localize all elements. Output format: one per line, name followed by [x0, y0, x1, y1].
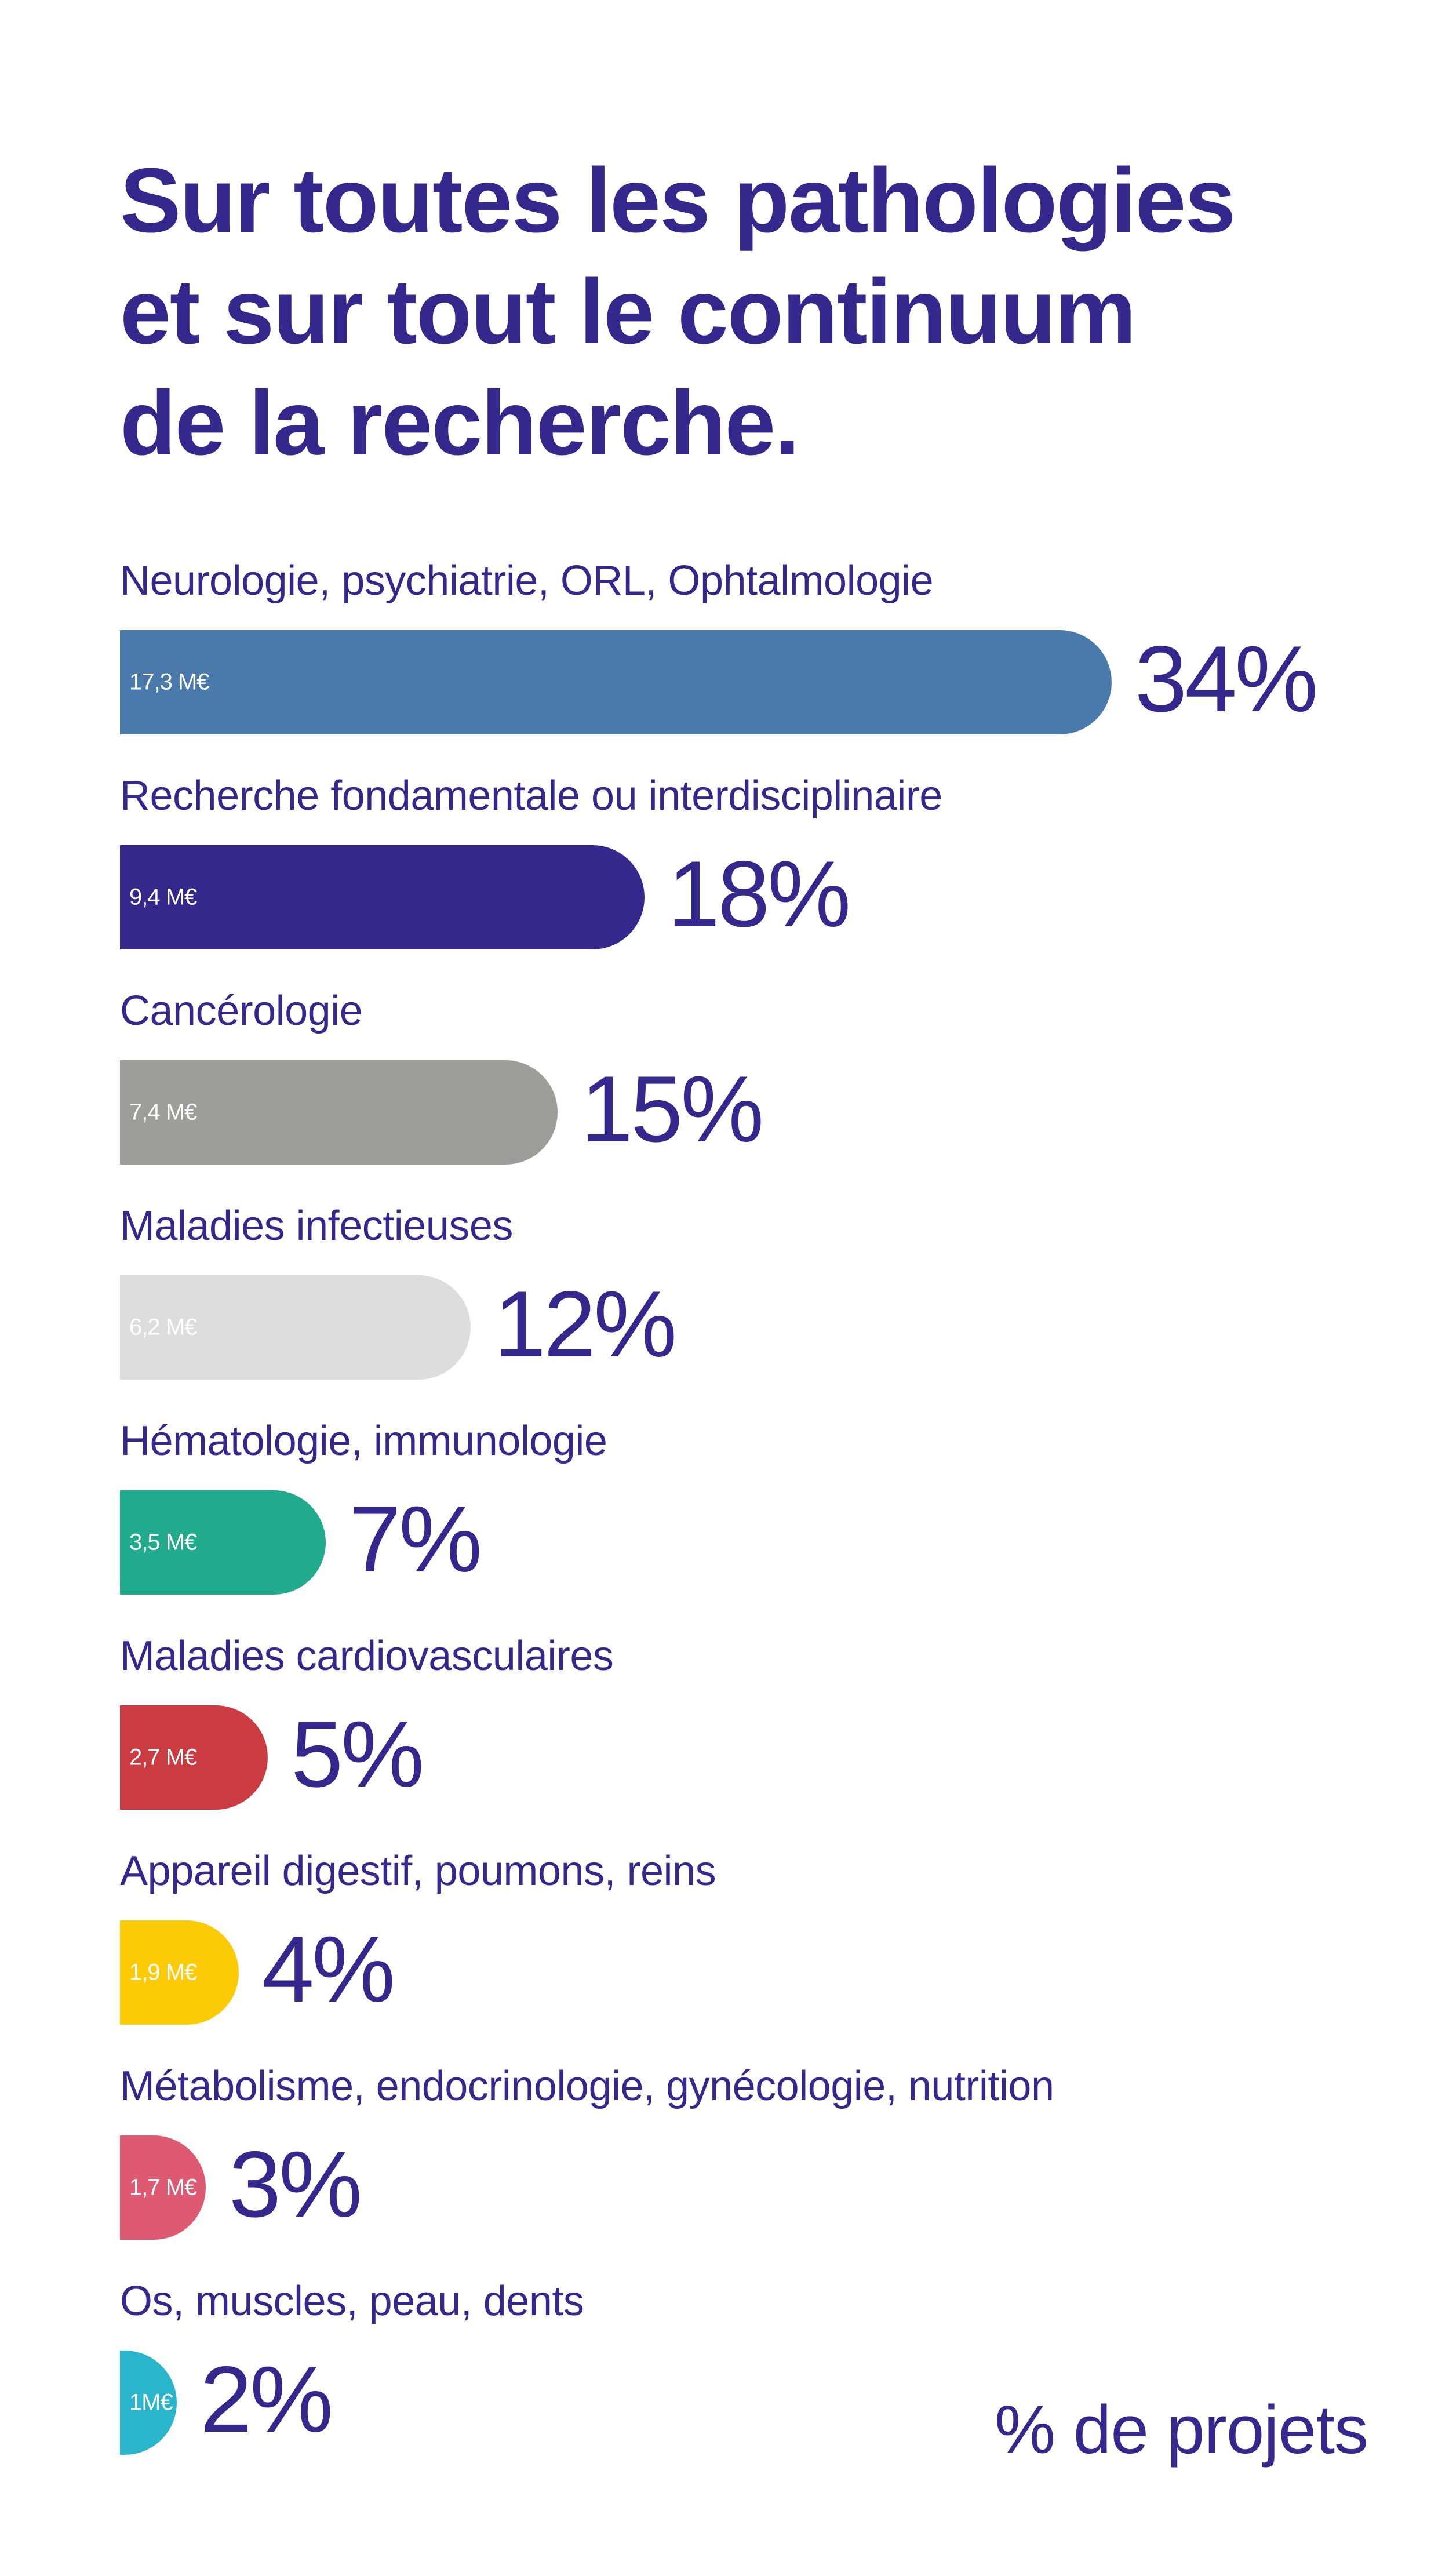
bar: 3,5 M€ [120, 1490, 326, 1595]
category-label: Neurologie, psychiatrie, ORL, Ophtalmolo… [120, 558, 934, 604]
bar-row: Appareil digestif, poumons, reins 1,9 M€… [120, 1847, 1424, 2062]
bar-row: Hématologie, immunologie 3,5 M€ 7% [120, 1417, 1424, 1632]
bar-amount-label: 3,5 M€ [129, 1529, 197, 1555]
category-label: Métabolisme, endocrinologie, gynécologie… [120, 2063, 1054, 2109]
bar-amount-label: 1,9 M€ [129, 1959, 197, 1985]
bar-amount-label: 2,7 M€ [129, 1744, 197, 1770]
percentage-label: 4% [262, 1917, 395, 2022]
axis-unit-label: % de projets [995, 2392, 1368, 2468]
bar-amount-label: 7,4 M€ [129, 1099, 197, 1125]
percentage-label: 7% [349, 1487, 482, 1592]
title-line-3: de la recherche. [120, 372, 800, 474]
bar-amount-label: 17,3 M€ [129, 669, 210, 695]
category-label: Os, muscles, peau, dents [120, 2278, 584, 2324]
bar: 7,4 M€ [120, 1060, 558, 1165]
title-line-1: Sur toutes les pathologies [120, 150, 1236, 252]
category-label: Maladies cardiovasculaires [120, 1633, 614, 1679]
bar: 9,4 M€ [120, 845, 645, 949]
percentage-label: 2% [200, 2347, 333, 2452]
bar-row: Neurologie, psychiatrie, ORL, Ophtalmolo… [120, 556, 1424, 772]
category-label: Cancérologie [120, 988, 363, 1034]
category-label: Hématologie, immunologie [120, 1418, 607, 1464]
percentage-label: 34% [1135, 627, 1318, 732]
chart-title: Sur toutes les pathologies et sur tout l… [120, 145, 1424, 479]
percentage-label: 5% [291, 1702, 424, 1807]
percentage-label: 12% [494, 1272, 677, 1377]
bar: 1M€ [120, 2351, 177, 2455]
category-label: Maladies infectieuses [120, 1203, 513, 1249]
bar: 2,7 M€ [120, 1705, 268, 1810]
category-label: Appareil digestif, poumons, reins [120, 1848, 716, 1894]
bar-row: Os, muscles, peau, dents 1M€ 2% [120, 2277, 1424, 2492]
percentage-label: 15% [581, 1057, 764, 1162]
category-label: Recherche fondamentale ou interdisciplin… [120, 773, 942, 819]
bar-amount-label: 1M€ [129, 2389, 173, 2415]
percentage-label: 3% [229, 2132, 362, 2237]
title-line-2: et sur tout le continuum [120, 261, 1136, 363]
bar-amount-label: 1,7 M€ [129, 2174, 197, 2200]
bar: 1,7 M€ [120, 2135, 206, 2240]
bar-row: Métabolisme, endocrinologie, gynécologie… [120, 2062, 1424, 2277]
bar-row: Cancérologie 7,4 M€ 15% [120, 987, 1424, 1202]
bar: 6,2 M€ [120, 1275, 471, 1380]
bar-row: Recherche fondamentale ou interdisciplin… [120, 772, 1424, 987]
bar-chart: Neurologie, psychiatrie, ORL, Ophtalmolo… [120, 556, 1424, 2492]
bar-amount-label: 9,4 M€ [129, 884, 197, 910]
percentage-label: 18% [668, 842, 851, 947]
bar-row: Maladies cardiovasculaires 2,7 M€ 5% [120, 1632, 1424, 1847]
bar-row: Maladies infectieuses 6,2 M€ 12% [120, 1202, 1424, 1417]
bar-amount-label: 6,2 M€ [129, 1314, 197, 1340]
bar: 17,3 M€ [120, 630, 1112, 734]
bar: 1,9 M€ [120, 1920, 239, 2025]
